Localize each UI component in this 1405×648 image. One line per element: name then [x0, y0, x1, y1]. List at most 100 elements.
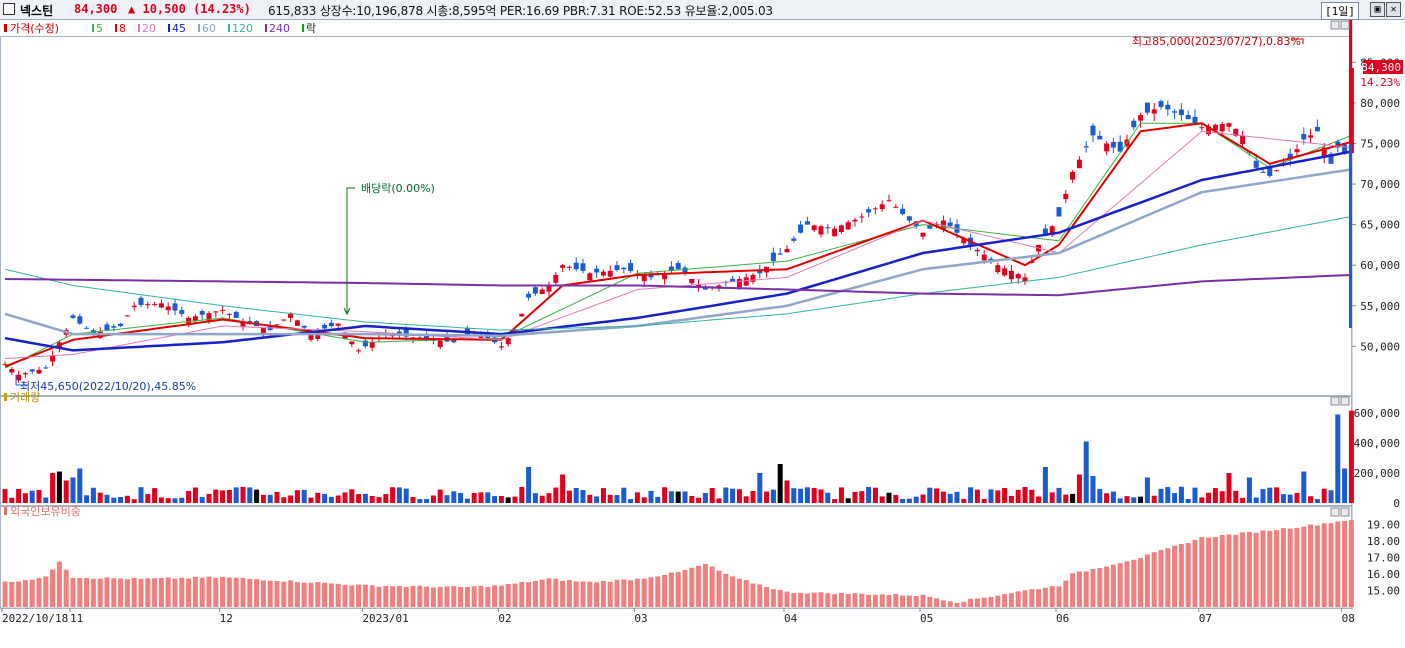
foreign-bar [1063, 580, 1069, 607]
volume-bar [9, 497, 15, 503]
volume-bar [512, 496, 518, 503]
candle-body [498, 346, 504, 348]
close-icon[interactable]: ✕ [1386, 2, 1401, 17]
volume-bar [804, 487, 810, 503]
panel-close-icon [1340, 507, 1350, 517]
foreign-bar [29, 579, 35, 607]
volume-bar [784, 480, 790, 503]
foreign-bar [1226, 534, 1232, 607]
volume-bar [29, 490, 35, 503]
foreign-bar [424, 586, 430, 607]
foreign-bar [478, 585, 484, 607]
foreign-bar [628, 580, 634, 607]
volume-bar [866, 486, 872, 503]
foreign-bar [1056, 586, 1062, 607]
stock-chart[interactable]: 50,000 55,000 60,000 65,000 70,000 75,000 80,0… [0, 20, 1405, 648]
candle-body [1022, 277, 1028, 282]
candle-body [1015, 274, 1021, 279]
foreign-bar [50, 569, 56, 607]
candle-body [84, 327, 90, 329]
foreign-bar [172, 578, 178, 607]
candle-body [226, 313, 232, 315]
foreign-bar [383, 585, 389, 607]
legend-ma-60: 60 [202, 22, 216, 35]
foreign-bar [1104, 566, 1110, 607]
volume-bar [1274, 487, 1280, 503]
volume-bar [573, 487, 579, 503]
foreign-bar [471, 586, 477, 607]
candle-body [546, 285, 552, 292]
volume-bar [1342, 468, 1348, 503]
candle-body [859, 216, 865, 218]
foreign-bar [743, 580, 749, 607]
foreign-bar [417, 585, 423, 607]
foreign-bar [913, 595, 919, 607]
candle-body [818, 226, 824, 235]
select-checkbox[interactable] [3, 3, 15, 15]
candle-body [281, 319, 287, 321]
change-amount: 10,500 [142, 2, 186, 16]
candle-body [1172, 111, 1178, 113]
volume-bar [723, 487, 729, 503]
foreign-bar [566, 579, 572, 607]
volume-bar [716, 498, 722, 503]
volume-bar [825, 492, 831, 503]
volume-bar [594, 496, 600, 503]
candle-body [838, 225, 844, 232]
restore-icon[interactable]: ▣ [1370, 2, 1385, 17]
candle-body [1253, 160, 1259, 168]
candle-body [1212, 124, 1218, 131]
foreign-bar [199, 577, 205, 607]
foreign-bar [838, 592, 844, 607]
foreign-bar [702, 563, 708, 607]
foreign-bar [505, 584, 511, 607]
volume-bar [56, 471, 62, 503]
volume-bar [77, 468, 83, 503]
volume-bar [1287, 494, 1293, 503]
volume-bar [648, 490, 654, 503]
volume-bar [437, 489, 443, 503]
candle-body [1301, 134, 1307, 140]
candle-body [1083, 146, 1089, 148]
foreign-bar [84, 577, 90, 607]
high-annotation-arrow [1292, 38, 1304, 44]
volume-bar [560, 474, 566, 503]
volume-tick-label: 600,000 [1354, 407, 1400, 420]
candle-body [573, 262, 579, 270]
volume-bar [1199, 497, 1205, 503]
volume-bar [1206, 492, 1212, 503]
volume-bar [1070, 493, 1076, 503]
volume-bar [893, 494, 899, 503]
foreign-bar [1070, 573, 1076, 607]
volume-bar [1308, 496, 1314, 503]
candle-body [478, 334, 484, 339]
foreign-bar [634, 578, 640, 607]
candle-body [43, 367, 49, 369]
foreign-bar [390, 586, 396, 607]
candle-body [328, 322, 334, 327]
volume-bar [328, 496, 334, 503]
volume-bar [505, 497, 511, 503]
candle-body [1233, 128, 1239, 136]
legend-ma-20: 20 [142, 22, 156, 35]
volume-bar [1144, 477, 1150, 503]
foreign-bar [1002, 594, 1008, 607]
foreign-bar [498, 585, 504, 607]
foreign-bar [553, 578, 559, 607]
foreign-bar [594, 582, 600, 607]
candle-body [1104, 143, 1110, 152]
volume-bar [791, 488, 797, 503]
volume-legend-label: 거래량 [10, 391, 40, 404]
candle-body [934, 224, 940, 226]
foreign-bar [1199, 537, 1205, 607]
foreign-bar [1022, 590, 1028, 607]
candle-body [519, 313, 525, 317]
foreign-bar [97, 578, 103, 607]
period-selector[interactable]: [1일] [1321, 2, 1359, 20]
candle-body [1308, 135, 1314, 138]
volume-bar [179, 497, 185, 503]
price-tick-label: 70,000 [1360, 178, 1400, 191]
foreign-bar [947, 601, 953, 607]
candle-body [1090, 125, 1096, 136]
foreign-bar [1029, 589, 1035, 607]
